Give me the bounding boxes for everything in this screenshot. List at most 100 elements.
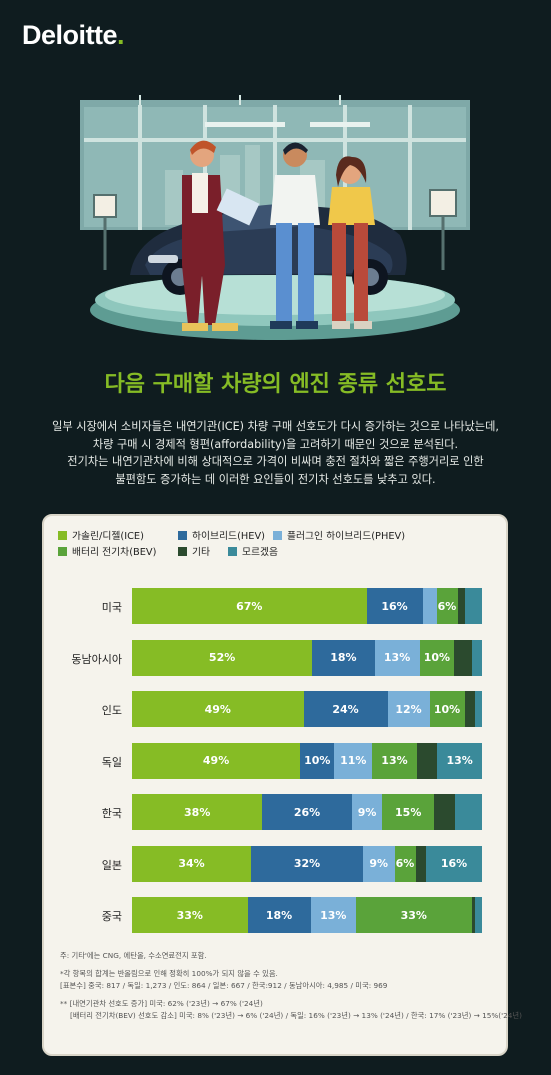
data-label: 38% xyxy=(184,805,211,819)
bar-segment: 67% xyxy=(132,588,367,624)
data-label: 13% xyxy=(383,651,411,664)
legend-label: 하이브리드(HEV) xyxy=(192,531,265,542)
stacked-bar: 33% 18% 13% 33% xyxy=(132,897,482,933)
category-label: 미국 xyxy=(101,601,122,614)
bar-segment xyxy=(464,588,482,624)
bar-segment: 11% xyxy=(334,742,373,779)
bar-segment: 10% xyxy=(419,639,455,676)
bar-segment xyxy=(422,588,437,624)
data-label: 52% xyxy=(208,651,236,664)
data-label: 33% xyxy=(176,908,203,922)
data-label: 32% xyxy=(293,857,321,870)
bar-segment: 13% xyxy=(310,897,356,933)
bar-segment: 49% xyxy=(132,691,304,727)
bar-segment xyxy=(464,691,475,727)
data-label: 18% xyxy=(330,651,357,664)
intro-line: 일부 시장에서 소비자들은 내연기관(ICE) 차량 구매 선호도가 다시 증가… xyxy=(52,420,499,433)
legend-swatch xyxy=(228,546,237,556)
note-line: ** [내연기관차 선호도 증가] 미국: 62% ('23년) → 67% (… xyxy=(60,999,263,1008)
legend-swatch xyxy=(58,530,67,540)
bar-segment xyxy=(415,845,426,882)
legend-swatch xyxy=(178,546,187,556)
bar-segment: 13% xyxy=(374,639,420,676)
data-label: 12% xyxy=(395,702,422,716)
legend-item: 모르겠음 xyxy=(228,544,278,558)
bar-segment: 32% xyxy=(251,845,363,882)
category-label: 일본 xyxy=(101,858,122,872)
data-label: 18% xyxy=(265,908,293,922)
bar-segment: 33% xyxy=(356,897,472,933)
legend-label: 배터리 전기차(BEV) xyxy=(72,547,157,558)
deloitte-logo: Deloitte. xyxy=(22,20,125,51)
data-label: 9% xyxy=(369,857,389,870)
legend-label: 기타 xyxy=(192,547,211,558)
note-line: [배터리 전기차(BEV) 선호도 감소] 미국: 8% ('23년) → 6%… xyxy=(70,1011,522,1020)
legend-item: 하이브리드(HEV) xyxy=(178,528,265,542)
bar-segment: 16% xyxy=(366,588,423,624)
bar-segment xyxy=(471,897,475,933)
legend-label: 플러그인 하이브리드(PHEV) xyxy=(287,531,406,542)
legend-item: 플러그인 하이브리드(PHEV) xyxy=(273,528,405,542)
bar-segment: 12% xyxy=(387,691,430,727)
bar-segment: 38% xyxy=(132,794,263,830)
logo-dot: . xyxy=(117,20,125,50)
data-label: 9% xyxy=(357,805,377,819)
data-label: 10% xyxy=(433,702,461,716)
data-label: 6% xyxy=(437,599,457,613)
data-label: 33% xyxy=(400,908,427,922)
data-label: 10% xyxy=(304,754,331,767)
legend-label: 가솔린/디젤(ICE) xyxy=(72,531,144,542)
category-label: 한국 xyxy=(101,807,122,820)
bar-segment: 49% xyxy=(132,742,301,779)
bar-segment xyxy=(454,794,482,830)
category-label: 인도 xyxy=(101,704,122,717)
data-label: 34% xyxy=(178,857,205,870)
legend-swatch xyxy=(178,530,187,540)
category-label: 중국 xyxy=(101,910,122,923)
category-label: 동남아시아 xyxy=(71,652,122,666)
data-label: 13% xyxy=(320,908,347,922)
intro-line: 전기차는 내연기관차에 비해 상대적으로 가격이 비싸며 충전 절차와 짧은 주… xyxy=(67,455,484,468)
data-label: 67% xyxy=(236,599,263,613)
bar-segment: 26% xyxy=(262,794,352,830)
chart-card: 가솔린/디젤(ICE) 하이브리드(HEV) 플러그인 하이브리드(PHEV) 배터리… xyxy=(42,514,522,1056)
legend-swatch xyxy=(273,530,282,540)
bar-segment: 6% xyxy=(394,845,416,882)
data-label: 13% xyxy=(381,754,408,767)
bar-segment: 13% xyxy=(372,742,417,779)
bar-segment: 52% xyxy=(132,639,313,676)
page-title: 다음 구매할 차량의 엔진 종류 선호도 xyxy=(104,372,447,397)
bar-segment: 18% xyxy=(247,897,311,933)
chart-notes: 주: 기타'에는 CNG, 에탄올, 수소연료전지 포함. *각 항목의 합계는… xyxy=(60,950,522,1022)
intro-line: 차량 구매 시 경제적 형편(affordability)을 고려하기 때문인 … xyxy=(92,437,459,451)
stacked-bar: 49% 10% 11% 13% 13% xyxy=(132,742,482,779)
legend-item: 배터리 전기차(BEV) xyxy=(58,544,156,558)
legend-swatch xyxy=(58,546,67,556)
bar-segment: 9% xyxy=(351,794,383,830)
bar-segment: 34% xyxy=(132,845,251,882)
legend-item: 기타 xyxy=(178,544,210,558)
showroom-illustration xyxy=(80,95,470,340)
bar-segment: 10% xyxy=(300,742,335,779)
stacked-bar: 38% 26% 9% 15% xyxy=(132,794,482,830)
data-label: 16% xyxy=(381,599,408,613)
bar-segment: 33% xyxy=(132,897,248,933)
bar-segment xyxy=(457,588,465,624)
category-label: 독일 xyxy=(101,755,122,769)
stacked-bar: 52% 18% 13% 10% xyxy=(132,639,482,676)
bar-segment: 18% xyxy=(312,639,375,676)
data-label: 15% xyxy=(395,805,422,819)
bar-segment xyxy=(416,742,438,779)
bar-segment xyxy=(475,691,482,727)
data-label: 11% xyxy=(340,754,367,767)
data-label: 13% xyxy=(446,754,473,767)
bar-segment: 13% xyxy=(437,742,482,779)
bar-segment xyxy=(471,639,482,676)
intro-text: 일부 시장에서 소비자들은 내연기관(ICE) 차량 구매 선호도가 다시 증가… xyxy=(30,418,521,488)
bar-segment xyxy=(454,639,472,676)
data-label: 10% xyxy=(423,651,451,664)
stacked-bar: 49% 24% 12% 10% xyxy=(132,691,482,727)
bar-segment xyxy=(433,794,455,830)
data-label: 16% xyxy=(440,857,468,870)
data-label: 49% xyxy=(202,754,230,767)
